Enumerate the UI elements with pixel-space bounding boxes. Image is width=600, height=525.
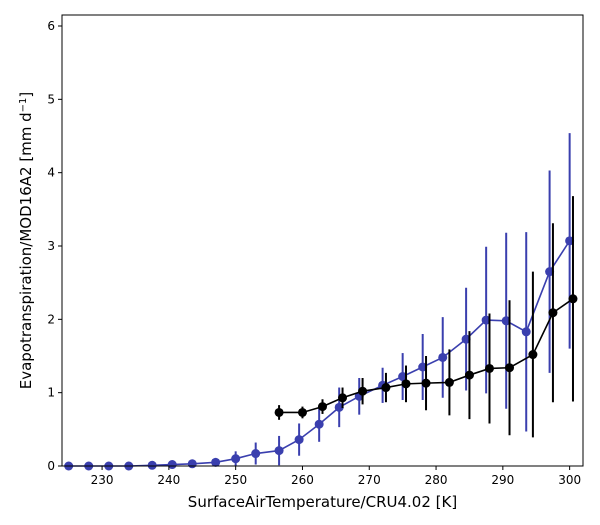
y-tick-label: 1 [47, 386, 55, 400]
data-point [401, 379, 411, 389]
x-tick-label: 270 [358, 473, 381, 487]
y-tick-label: 6 [47, 19, 55, 33]
y-tick-label: 0 [47, 459, 55, 473]
data-point [438, 352, 448, 362]
data-point [274, 407, 284, 417]
data-point [421, 378, 431, 388]
y-tick-label: 4 [47, 166, 55, 180]
data-point [338, 393, 348, 403]
data-point [318, 402, 327, 412]
x-tick-label: 260 [291, 473, 314, 487]
data-point [381, 383, 391, 393]
data-point [334, 402, 344, 412]
data-point [147, 460, 157, 470]
x-tick-label: 290 [491, 473, 514, 487]
y-axis-label: Evapotranspiration/MOD16A2 [mm d−1] [17, 92, 35, 390]
data-point [505, 363, 515, 373]
series-1 [64, 133, 575, 471]
data-point [358, 386, 368, 396]
y-axis-label-end: ] [17, 92, 35, 98]
x-tick-label: 300 [558, 473, 581, 487]
x-tick-label: 230 [91, 473, 114, 487]
data-point [464, 370, 474, 380]
data-point [251, 449, 261, 459]
series-2 [274, 196, 578, 438]
data-point [167, 460, 177, 470]
plot-frame [61, 14, 584, 467]
data-point [294, 435, 304, 445]
data-point [231, 454, 241, 464]
data-point [545, 267, 555, 277]
y-tick-label: 2 [47, 312, 55, 326]
data-point [461, 334, 471, 344]
plot-area [64, 133, 578, 471]
data-point [418, 362, 428, 372]
data-point [444, 377, 454, 387]
x-axis-label: SurfaceAirTemperature/CRU4.02 [K] [188, 493, 457, 511]
y-axis-label-superscript: −1 [18, 98, 29, 113]
data-point [568, 294, 578, 304]
data-point [314, 419, 324, 429]
data-point [484, 363, 494, 373]
data-point [187, 459, 197, 469]
data-point [565, 236, 575, 246]
x-axis: 230 240 250 260 270 280 290 300 [91, 466, 581, 487]
y-tick-label: 3 [47, 239, 55, 253]
data-point [297, 407, 307, 417]
y-tick-label: 5 [47, 92, 55, 106]
x-tick-label: 250 [224, 473, 247, 487]
data-point [211, 457, 221, 467]
y-axis: 0 1 2 3 4 5 6 [47, 19, 62, 473]
data-point [521, 327, 531, 337]
data-point [481, 315, 491, 325]
data-point [528, 350, 538, 360]
data-point [274, 446, 284, 456]
x-tick-label: 280 [425, 473, 448, 487]
y-axis-label-main: Evapotranspiration/MOD16A2 [mm d [17, 112, 35, 389]
data-point [548, 308, 558, 318]
data-point [398, 372, 408, 382]
data-point [501, 316, 511, 326]
x-tick-label: 240 [157, 473, 180, 487]
